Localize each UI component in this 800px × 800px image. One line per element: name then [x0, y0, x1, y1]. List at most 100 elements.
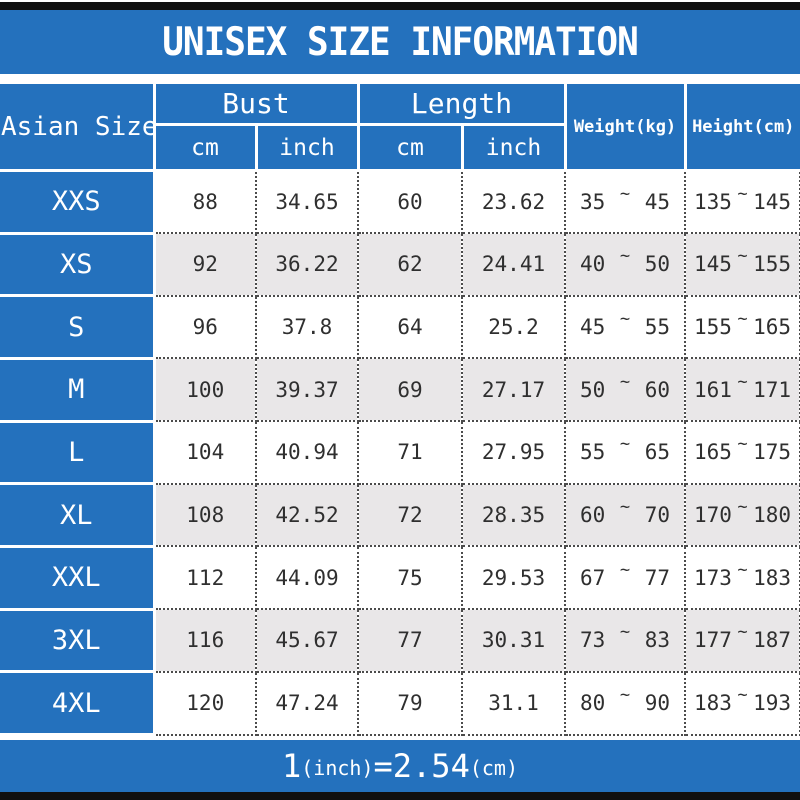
size-cell: XXS	[0, 169, 156, 235]
range-max: 193	[753, 691, 791, 716]
height-range-cell: 135 ~145	[684, 169, 800, 235]
size-cell: 3XL	[0, 607, 156, 674]
tilde: ~	[619, 685, 631, 706]
tilde: ~	[619, 246, 631, 267]
conversion-note: 1 (inch) = 2.54 (cm)	[0, 740, 800, 792]
conversion-unit: (cm)	[469, 756, 518, 780]
header-bust-cm: cm	[152, 123, 258, 172]
range-min: 50	[580, 377, 606, 402]
bust-cm-cell: 96	[153, 294, 257, 360]
bust-cm-cell: 112	[153, 545, 257, 611]
range-min: 173	[694, 565, 732, 590]
weight-range-cell: 67 ~77	[564, 545, 686, 611]
size-table-wrap: Asian Size Bust Length Weight(kg) Height…	[0, 81, 800, 736]
size-cell: 4XL	[0, 670, 156, 736]
tilde: ~	[737, 434, 748, 455]
length-cm-cell: 62	[357, 232, 463, 297]
range-min: 73	[580, 628, 606, 653]
tilde: ~	[619, 184, 631, 205]
tilde: ~	[619, 622, 631, 643]
header-length-cm: cm	[356, 123, 464, 172]
length-cm-cell: 60	[357, 169, 463, 235]
height-range-cell: 155 ~165	[684, 294, 800, 360]
range-min: 67	[580, 565, 606, 590]
length-inch-cell: 25.2	[461, 294, 566, 360]
table-row: M 100 39.37 69 27.17 50 ~60 161 ~171	[0, 356, 800, 423]
bust-cm-cell: 104	[153, 420, 257, 485]
header-length-inch: inch	[460, 123, 567, 172]
length-cm-cell: 64	[357, 294, 463, 360]
size-cell: XL	[0, 482, 156, 548]
conversion-value: 1	[281, 747, 302, 785]
length-inch-cell: 27.95	[461, 420, 566, 485]
weight-range-cell: 50 ~60	[564, 357, 686, 423]
table-row: L 104 40.94 71 27.95 55 ~65 165 ~175	[0, 419, 800, 486]
size-cell: L	[0, 419, 156, 486]
range-max: 165	[753, 315, 791, 340]
range-max: 65	[644, 440, 670, 465]
size-cell: XS	[0, 231, 156, 298]
length-cm-cell: 72	[357, 482, 463, 548]
header-row-groups: Asian Size Bust Length Weight(kg) Height…	[0, 81, 800, 172]
range-min: 177	[694, 628, 732, 653]
range-min: 165	[694, 440, 732, 465]
range-max: 60	[644, 377, 670, 402]
range-min: 135	[694, 190, 732, 215]
table-row: S 96 37.8 64 25.2 45 ~55 155 ~165	[0, 294, 800, 360]
divider	[0, 736, 800, 740]
divider	[0, 74, 800, 81]
range-min: 35	[580, 190, 606, 215]
range-min: 161	[694, 377, 732, 402]
height-range-cell: 161 ~171	[684, 357, 800, 423]
tilde: ~	[619, 559, 631, 580]
range-min: 145	[694, 252, 732, 277]
weight-range-cell: 80 ~90	[564, 670, 686, 736]
length-cm-cell: 75	[357, 545, 463, 611]
header-row-units: cm inch cm inch	[0, 123, 800, 172]
range-max: 155	[753, 252, 791, 277]
equals-sign: =	[373, 747, 393, 785]
table-row: XXS 88 34.65 60 23.62 35 ~45 135 ~145	[0, 169, 800, 235]
page-title: UNISEX SIZE INFORMATION	[162, 19, 638, 65]
size-cell: M	[0, 356, 156, 423]
tilde: ~	[737, 559, 748, 580]
header-bust-group: Bust	[152, 81, 360, 126]
title-band: UNISEX SIZE INFORMATION	[0, 10, 800, 74]
range-min: 60	[580, 503, 606, 528]
range-max: 183	[753, 565, 791, 590]
size-table: Asian Size Bust Length Weight(kg) Height…	[0, 81, 800, 736]
bust-inch-cell: 34.65	[255, 169, 359, 235]
range-min: 45	[580, 315, 606, 340]
range-max: 90	[644, 691, 670, 716]
tilde: ~	[737, 309, 748, 330]
length-inch-cell: 28.35	[461, 482, 566, 548]
range-max: 180	[753, 503, 791, 528]
length-inch-cell: 27.17	[461, 357, 566, 423]
bust-inch-cell: 37.8	[255, 294, 359, 360]
length-cm-cell: 71	[357, 420, 463, 485]
weight-range-cell: 40 ~50	[564, 232, 686, 297]
bust-cm-cell: 92	[153, 232, 257, 297]
table-row: XL 108 42.52 72 28.35 60 ~70 170 ~180	[0, 482, 800, 548]
height-range-cell: 165 ~175	[684, 420, 800, 485]
length-inch-cell: 30.31	[461, 608, 566, 673]
length-cm-cell: 77	[357, 608, 463, 673]
header-length-group: Length	[356, 81, 567, 126]
tilde: ~	[737, 371, 748, 392]
bust-cm-cell: 120	[153, 670, 257, 736]
range-min: 155	[694, 315, 732, 340]
bust-inch-cell: 47.24	[255, 670, 359, 736]
height-range-cell: 170 ~180	[684, 482, 800, 548]
range-max: 145	[753, 190, 791, 215]
bottom-black-bar	[0, 792, 800, 800]
tilde: ~	[619, 497, 631, 518]
bust-cm-cell: 116	[153, 608, 257, 673]
conversion-value: 2.54	[392, 747, 470, 785]
bust-inch-cell: 39.37	[255, 357, 359, 423]
size-cell: XXL	[0, 544, 156, 611]
range-min: 183	[694, 691, 732, 716]
weight-range-cell: 60 ~70	[564, 482, 686, 548]
length-cm-cell: 69	[357, 357, 463, 423]
length-inch-cell: 31.1	[461, 670, 566, 736]
